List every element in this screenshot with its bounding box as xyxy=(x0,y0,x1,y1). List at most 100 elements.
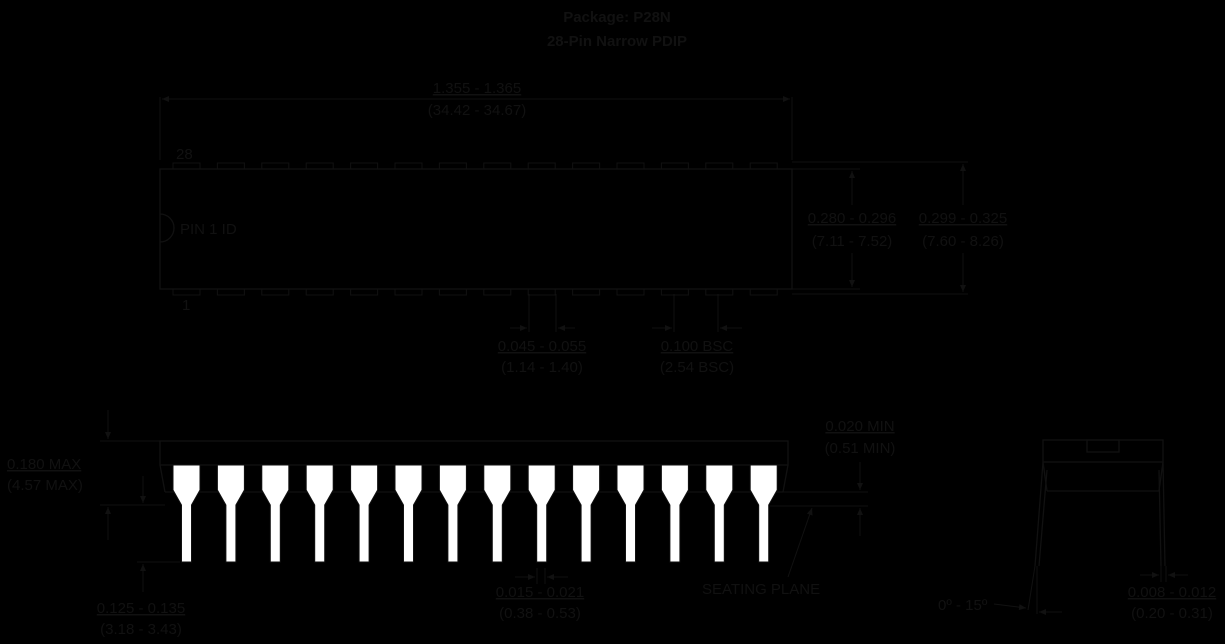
overall-width-mm-label: (7.60 - 8.26) xyxy=(922,233,1004,250)
seating-plane-label: SEATING PLANE xyxy=(702,581,820,598)
side-lead-body xyxy=(261,464,290,563)
side-lead xyxy=(261,464,290,563)
pin1-id-label: PIN 1 ID xyxy=(180,221,237,238)
end-thk-in-label: 0.008 - 0.012 xyxy=(1128,584,1216,601)
top-pins-upper xyxy=(172,162,778,170)
angle-arrow-left xyxy=(993,603,1027,611)
side-leads xyxy=(172,464,778,563)
title-description: 28-Pin Narrow PDIP xyxy=(547,33,687,50)
side-lead-body xyxy=(216,464,245,563)
side-lead xyxy=(616,464,645,563)
side-lead-body xyxy=(305,464,334,563)
side-lead xyxy=(394,464,423,563)
body-width-in-label: 0.280 - 0.296 xyxy=(808,210,896,227)
side-body-right-edge xyxy=(782,464,789,493)
side-lead-body xyxy=(172,464,201,563)
end-view: 0º - 15º 0.008 - 0.012 (0.20 - 0.31) xyxy=(938,439,1216,622)
body-width-mm-label: (7.11 - 7.52) xyxy=(812,233,893,250)
title-package: Package: P28N xyxy=(563,9,671,26)
top-body-outline xyxy=(159,168,793,290)
top-pin-upper xyxy=(483,162,512,170)
side-lead xyxy=(350,464,379,563)
side-lead-body xyxy=(438,464,467,563)
end-leg-right-inner xyxy=(1158,469,1162,567)
side-view: 0.180 MAX (4.57 MAX) 0.125 - 0.135 (3.18… xyxy=(7,410,895,638)
angle-label: 0º - 15º xyxy=(938,597,988,614)
side-lead-body xyxy=(483,464,512,563)
side-lead xyxy=(172,464,201,563)
end-thk-mm-label: (0.20 - 0.31) xyxy=(1131,605,1213,622)
top-pin-lower xyxy=(350,288,379,296)
side-lead-body xyxy=(660,464,689,563)
side-lead-body xyxy=(350,464,379,563)
side-lead-body xyxy=(527,464,556,563)
lead-thk-in-label: 0.015 - 0.021 xyxy=(496,584,584,601)
lead-width-in-label: 0.045 - 0.055 xyxy=(498,338,586,355)
side-lead xyxy=(660,464,689,563)
lead-length-in-label: 0.125 - 0.135 xyxy=(97,600,185,617)
side-body-left-edge xyxy=(159,464,166,493)
side-lead-body xyxy=(572,464,601,563)
end-leg-left-inner xyxy=(1038,469,1048,567)
top-pin-upper xyxy=(660,162,689,170)
top-pin-lower xyxy=(394,288,423,296)
top-pin-upper xyxy=(572,162,601,170)
pitch-mm-label: (2.54 BSC) xyxy=(660,359,734,376)
standoff-mm-label: (0.51 MIN) xyxy=(825,440,896,457)
top-pin-upper xyxy=(261,162,290,170)
top-pins-lower xyxy=(172,288,778,296)
top-pin-upper xyxy=(616,162,645,170)
overall-width-in-label: 0.299 - 0.325 xyxy=(919,210,1007,227)
side-lead xyxy=(483,464,512,563)
pin28-label: 28 xyxy=(176,146,193,163)
side-lead-body xyxy=(705,464,734,563)
top-pin-upper xyxy=(394,162,423,170)
end-leg-left-outer xyxy=(1034,461,1044,567)
top-pin-lower xyxy=(483,288,512,296)
side-lead xyxy=(305,464,334,563)
end-body-notch xyxy=(1086,439,1120,453)
end-body-upper xyxy=(1042,439,1164,463)
top-pin-lower xyxy=(305,288,334,296)
side-lead xyxy=(438,464,467,563)
height-mm-label: (4.57 MAX) xyxy=(7,477,83,494)
top-pin-upper xyxy=(216,162,245,170)
height-in-label: 0.180 MAX xyxy=(7,456,81,473)
top-pin-lower xyxy=(705,288,734,296)
angle-line-lean xyxy=(1027,565,1036,611)
top-pin-upper xyxy=(305,162,334,170)
top-pin-upper xyxy=(749,162,778,170)
top-pin-upper xyxy=(350,162,379,170)
side-lead xyxy=(572,464,601,563)
side-lead-body xyxy=(616,464,645,563)
side-lead-body xyxy=(749,464,778,563)
top-pin-lower xyxy=(660,288,689,296)
pitch-in-label: 0.100 BSC xyxy=(661,338,734,355)
lead-length-mm-label: (3.18 - 3.43) xyxy=(100,621,182,638)
pin1-label: 1 xyxy=(182,297,190,314)
lead-thk-mm-label: (0.38 - 0.53) xyxy=(499,605,581,622)
top-pin-lower xyxy=(572,288,601,296)
end-leg-right-outer xyxy=(1162,461,1166,567)
top-pin-upper xyxy=(705,162,734,170)
side-body-upper xyxy=(159,440,789,466)
top-pin-upper xyxy=(527,162,556,170)
length-mm-label: (34.42 - 34.67) xyxy=(428,102,526,119)
standoff-in-label: 0.020 MIN xyxy=(825,418,894,435)
top-pin-lower xyxy=(216,288,245,296)
end-body-left-edge xyxy=(1042,461,1048,492)
side-lead xyxy=(705,464,734,563)
top-pin-lower xyxy=(438,288,467,296)
top-pin-upper xyxy=(438,162,467,170)
lead-width-mm-label: (1.14 - 1.40) xyxy=(501,359,583,376)
top-pin-lower xyxy=(172,288,201,296)
side-lead-body xyxy=(394,464,423,563)
pin1-notch xyxy=(159,213,175,243)
length-in-label: 1.355 - 1.365 xyxy=(433,80,521,97)
seating-plane-leader xyxy=(787,507,813,578)
top-view: 1.355 - 1.365 (34.42 - 34.67) PIN 1 ID 2… xyxy=(159,80,1007,376)
top-pin-upper xyxy=(172,162,201,170)
top-pin-lower xyxy=(616,288,645,296)
